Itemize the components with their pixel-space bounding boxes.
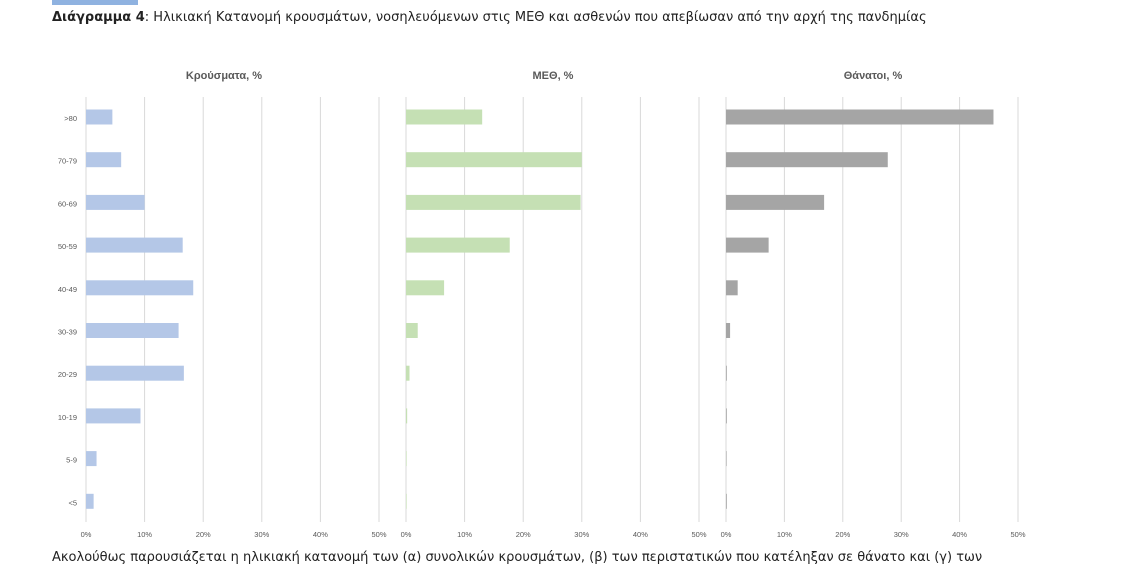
bar (406, 451, 407, 467)
category-label: 5-9 (66, 456, 77, 465)
x-tick-label: 40% (952, 530, 967, 539)
category-label: 30-39 (58, 328, 77, 337)
bar (406, 152, 582, 168)
bar (406, 194, 581, 210)
bar (86, 152, 122, 168)
x-tick-label: 0% (721, 530, 732, 539)
bar (726, 408, 727, 424)
bar (726, 451, 727, 467)
bar (86, 237, 183, 253)
x-tick-label: 40% (313, 530, 328, 539)
category-label: 50-59 (58, 242, 77, 251)
category-label: 40-49 (58, 285, 77, 294)
x-tick-label: 30% (894, 530, 909, 539)
bar (726, 323, 731, 338)
x-tick-label: 30% (574, 530, 589, 539)
caption-label: Διάγραμμα 4 (52, 10, 145, 25)
chart-title: ΜΕΘ, % (533, 70, 574, 82)
category-label: 10-19 (58, 413, 77, 422)
bar (406, 109, 483, 125)
bar (406, 365, 410, 381)
bar (406, 237, 510, 253)
x-tick-label: 0% (401, 530, 412, 539)
bar (726, 109, 994, 125)
body-text: Ακολούθως παρουσιάζεται η ηλικιακή καταν… (52, 550, 983, 565)
category-label: >80 (64, 114, 77, 123)
caption-text: : Ηλικιακή Κατανομή κρουσμάτων, νοσηλευό… (144, 10, 927, 25)
bar (86, 323, 179, 338)
bar (86, 365, 184, 381)
bar (86, 194, 145, 210)
bar (406, 280, 445, 296)
x-tick-label: 20% (835, 530, 850, 539)
x-tick-label: 0% (81, 530, 92, 539)
x-tick-label: 50% (371, 530, 386, 539)
category-label: 60-69 (58, 199, 77, 208)
category-label: 70-79 (58, 157, 77, 166)
highlight-strip (52, 0, 138, 5)
bar (726, 237, 769, 253)
bar (406, 493, 407, 509)
bar (86, 109, 113, 125)
figure-caption: Διάγραμμα 4: Ηλικιακή Κατανομή κρουσμάτω… (52, 10, 927, 25)
bar (726, 493, 727, 509)
bar (86, 451, 97, 467)
bar (726, 280, 738, 296)
category-label: <5 (68, 498, 77, 507)
bar (406, 323, 418, 338)
x-tick-label: 10% (137, 530, 152, 539)
bar (86, 280, 194, 296)
x-tick-label: 50% (1010, 530, 1025, 539)
chart-title: Κρούσματα, % (186, 70, 262, 82)
bar (726, 152, 888, 168)
bar (726, 194, 825, 210)
x-tick-label: 20% (196, 530, 211, 539)
x-tick-label: 10% (777, 530, 792, 539)
x-tick-label: 20% (516, 530, 531, 539)
x-tick-label: 30% (254, 530, 269, 539)
chart-title: Θάνατοι, % (844, 70, 903, 82)
bar (726, 365, 727, 381)
category-label: 20-29 (58, 370, 77, 379)
bar (406, 408, 408, 424)
bar (86, 408, 141, 424)
x-tick-label: 10% (457, 530, 472, 539)
x-tick-label: 50% (691, 530, 706, 539)
bar (86, 493, 94, 509)
x-tick-label: 40% (633, 530, 648, 539)
